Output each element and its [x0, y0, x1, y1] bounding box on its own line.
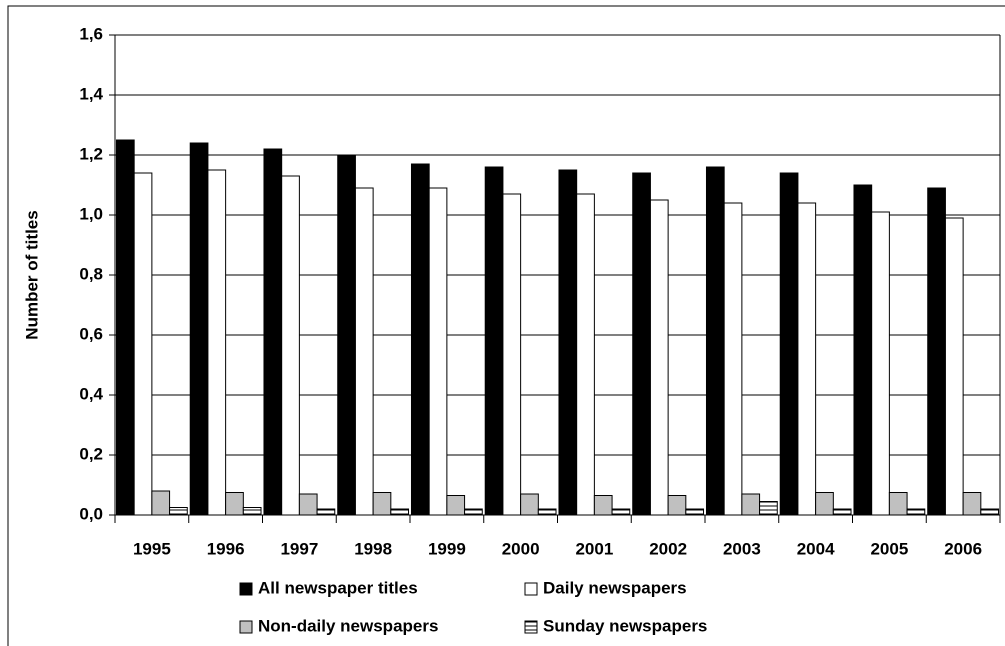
bar: [189, 142, 209, 516]
legend-swatch: [524, 582, 538, 596]
x-tick-label: 1996: [207, 539, 245, 558]
bar: [133, 172, 153, 516]
y-tick-label: 1,0: [79, 204, 103, 223]
bar: [115, 139, 135, 516]
y-tick-label: 0,4: [79, 384, 103, 403]
x-tick-label: 2006: [944, 539, 982, 558]
y-tick-label: 1,6: [79, 24, 103, 43]
bar: [944, 217, 964, 516]
bar: [298, 493, 318, 516]
bar: [390, 508, 410, 516]
bar: [207, 169, 227, 516]
bar: [797, 202, 817, 516]
x-tick-label: 1995: [133, 539, 171, 558]
bar: [225, 492, 244, 516]
bar: [484, 166, 504, 516]
bar: [723, 202, 743, 516]
legend-label: Daily newspapers: [543, 578, 687, 597]
bar: [576, 193, 595, 516]
x-tick-label: 1998: [354, 539, 392, 558]
bar: [779, 172, 799, 516]
bar: [815, 492, 834, 516]
y-tick-label: 0,8: [79, 264, 103, 283]
x-tick-label: 2003: [723, 539, 761, 558]
bar: [263, 148, 283, 516]
bar: [169, 507, 188, 516]
bar: [593, 495, 613, 516]
y-tick-label: 1,2: [79, 144, 103, 163]
x-tick-label: 1999: [428, 539, 466, 558]
bar: [871, 211, 890, 516]
bar: [464, 508, 483, 516]
bar: [685, 508, 705, 516]
x-tick-label: 1997: [280, 539, 318, 558]
bar: [888, 492, 908, 516]
x-tick-label: 2002: [649, 539, 687, 558]
bar: [242, 507, 262, 516]
legend-swatch: [239, 620, 253, 634]
bar: [446, 495, 466, 516]
bar: [558, 169, 578, 516]
legend-swatch: [239, 582, 253, 596]
bar: [354, 187, 374, 516]
y-tick-label: 0,6: [79, 324, 103, 343]
bar: [337, 154, 356, 516]
y-tick-label: 0,0: [79, 504, 103, 523]
bar: [832, 508, 852, 516]
legend-label: Non-daily newspapers: [258, 616, 438, 635]
y-tick-label: 0,2: [79, 444, 103, 463]
bar: [537, 508, 557, 516]
bar: [151, 490, 171, 516]
bar: [502, 193, 522, 516]
x-tick-label: 2005: [870, 539, 908, 558]
bar: [316, 508, 336, 516]
bar: [667, 495, 687, 516]
bar: [649, 199, 669, 516]
x-tick-label: 2000: [502, 539, 540, 558]
bar: [428, 187, 448, 516]
bar: [927, 187, 946, 516]
bar: [980, 508, 1000, 516]
x-tick-label: 2004: [797, 539, 835, 558]
bar: [410, 163, 430, 516]
bar: [962, 492, 982, 516]
bar: [906, 508, 926, 516]
bar: [372, 492, 392, 516]
legend-swatch: [524, 620, 538, 634]
bar: [281, 175, 300, 516]
bar: [741, 493, 761, 516]
bar: [611, 508, 631, 516]
bar: [705, 166, 725, 516]
legend-label: Sunday newspapers: [543, 616, 707, 635]
bar: [853, 184, 873, 516]
y-axis-label: Number of titles: [22, 210, 41, 339]
legend-label: All newspaper titles: [258, 578, 418, 597]
y-tick-label: 1,4: [79, 84, 103, 103]
x-tick-label: 2001: [575, 539, 613, 558]
bar: [520, 493, 539, 516]
bar: [759, 501, 778, 516]
bar: [632, 172, 651, 516]
